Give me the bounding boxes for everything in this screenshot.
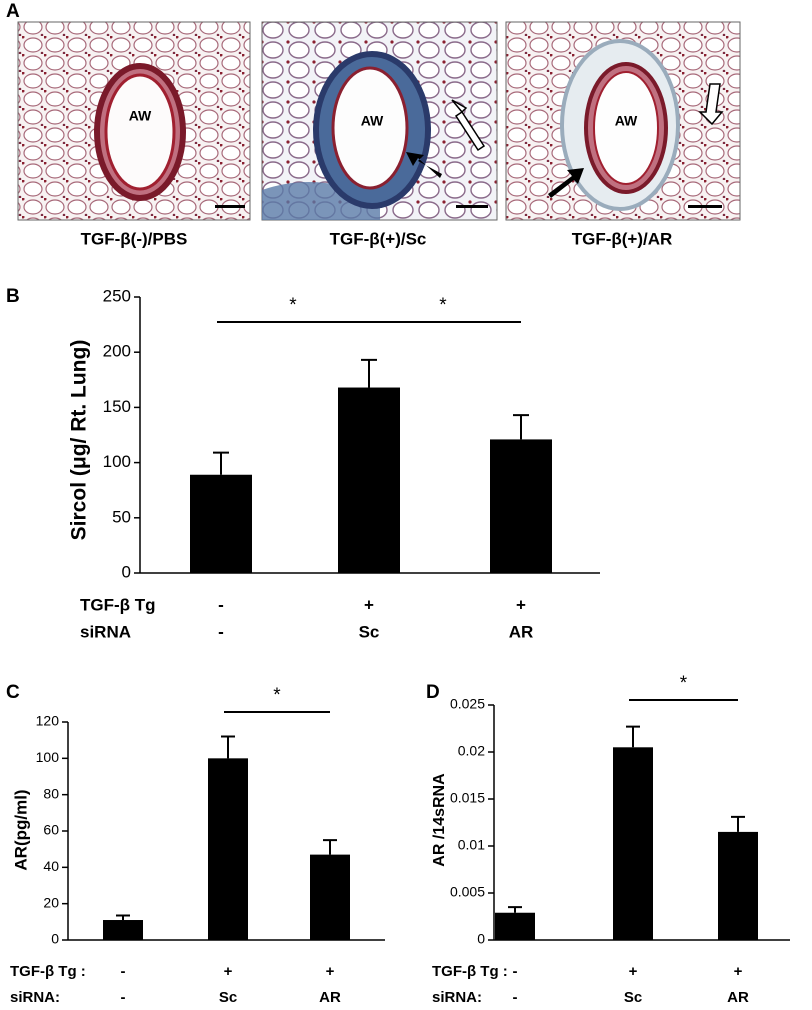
significance-star: * (289, 295, 297, 316)
y-axis-label: AR /14sRNA (431, 773, 448, 867)
row-name: siRNA: (10, 989, 60, 1006)
x-tick-label: Sc (219, 989, 237, 1006)
x-tick-label: - (121, 989, 126, 1006)
x-tick-label: AR (727, 989, 749, 1006)
image-marker: AW (615, 113, 638, 129)
error-bar (116, 914, 130, 921)
y-tick-label: 60 (43, 822, 59, 838)
y-tick-label: 0.025 (450, 696, 485, 712)
y-tick-label: 150 (103, 397, 131, 416)
error-bar (731, 815, 745, 832)
y-tick-label: 0 (51, 931, 59, 947)
y-tick-label: 0 (122, 562, 131, 581)
panel-label: B (6, 286, 20, 307)
y-tick-label: 0.015 (450, 790, 485, 806)
bar (338, 387, 400, 573)
bar (208, 758, 248, 940)
significance-star: * (273, 685, 281, 706)
y-axis-label: Sircol (μg/ Rt. Lung) (68, 340, 91, 541)
y-tick-label: 100 (103, 452, 131, 471)
panel-label: A (6, 1, 20, 22)
bar (190, 474, 252, 573)
x-tick-label: + (364, 595, 374, 614)
histology-image (261, 21, 498, 221)
x-tick-label: + (734, 963, 743, 980)
row-name: TGF-β Tg (80, 595, 156, 614)
image-caption: TGF-β(+)/Sc (330, 229, 427, 248)
x-tick-label: Sc (359, 622, 380, 641)
x-tick-label: + (629, 963, 638, 980)
error-bar (213, 451, 229, 475)
y-tick-label: 250 (103, 286, 131, 305)
histology-image (17, 21, 251, 221)
error-bar (323, 839, 337, 855)
x-tick-label: + (516, 595, 526, 614)
y-tick-label: 0 (477, 931, 485, 947)
y-tick-label: 0.02 (458, 743, 485, 759)
y-tick-label: 0.005 (450, 884, 485, 900)
y-tick-label: 40 (43, 858, 59, 874)
y-axis-label: AR(pg/ml) (11, 789, 30, 870)
row-name: siRNA (80, 622, 131, 641)
row-name: TGF-β Tg : (432, 963, 508, 980)
x-tick-label: - (218, 595, 224, 614)
histology-image (505, 21, 741, 221)
x-tick-label: - (513, 989, 518, 1006)
panel-label: D (426, 682, 440, 703)
x-tick-label: Sc (624, 989, 642, 1006)
x-tick-label: AR (319, 989, 341, 1006)
y-tick-label: 120 (36, 713, 60, 729)
significance-star: * (439, 295, 447, 316)
x-tick-label: + (326, 963, 335, 980)
image-caption: TGF-β(-)/PBS (81, 229, 188, 248)
x-tick-label: - (218, 622, 224, 641)
bar (310, 854, 350, 940)
image-marker: AW (361, 113, 384, 129)
y-tick-label: 80 (43, 785, 59, 801)
error-bar (361, 358, 377, 388)
y-tick-label: 50 (112, 507, 131, 526)
y-tick-label: 200 (103, 342, 131, 361)
y-tick-label: 100 (36, 749, 60, 765)
bar (490, 439, 552, 573)
row-name: siRNA: (432, 989, 482, 1006)
row-name: TGF-β Tg : (10, 963, 86, 980)
image-caption: TGF-β(+)/AR (572, 229, 673, 248)
y-tick-label: 20 (43, 894, 59, 910)
significance-star: * (680, 673, 688, 694)
error-bar (513, 414, 529, 440)
x-tick-label: + (224, 963, 233, 980)
bar (103, 920, 143, 940)
x-tick-label: - (121, 963, 126, 980)
x-tick-label: AR (509, 622, 534, 641)
error-bar (626, 725, 640, 748)
panel-label: C (6, 682, 20, 703)
y-tick-label: 0.01 (458, 837, 485, 853)
error-bar (221, 735, 235, 759)
bar (718, 831, 758, 940)
x-tick-label: - (513, 963, 518, 980)
bar (495, 912, 535, 940)
bar (613, 747, 653, 940)
error-bar (508, 906, 522, 913)
image-marker: AW (129, 108, 152, 124)
